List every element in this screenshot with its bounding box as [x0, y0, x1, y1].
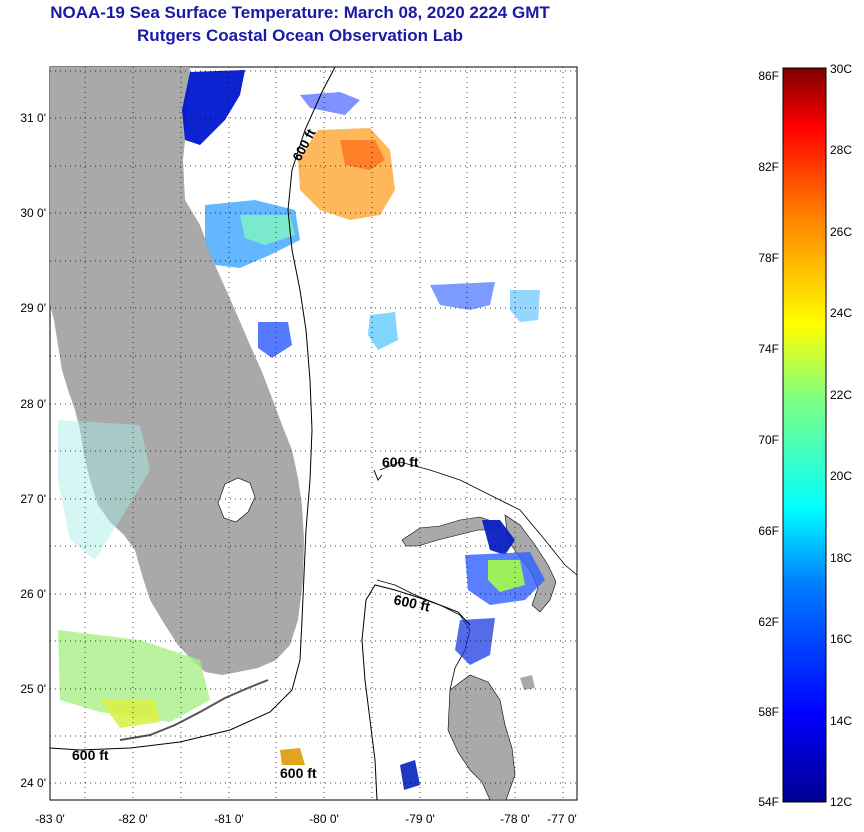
lat-label: 27 0' [20, 492, 46, 506]
contour-label: 600 ft [72, 747, 109, 763]
celsius-label: 12C [830, 795, 852, 809]
colorbar-fahrenheit-labels: 86F 82F 78F 74F 70F 66F 62F 58F 54F [758, 69, 779, 809]
berry-islands [520, 675, 535, 690]
celsius-label: 20C [830, 469, 852, 483]
lon-label: -82 0' [118, 812, 148, 826]
fahrenheit-label: 70F [758, 433, 779, 447]
lat-label: 31 0' [20, 111, 46, 125]
celsius-label: 30C [830, 62, 852, 76]
longitude-labels: -83 0' -82 0' -81 0' -80 0' -79 0' -78 0… [35, 812, 577, 826]
bahamas-bank-outline [379, 461, 577, 576]
lon-label: -83 0' [35, 812, 65, 826]
isobath-600ft-bahamas [361, 584, 471, 800]
isobath-600ft-florida [50, 67, 336, 751]
great-bahama-bank-outline [376, 579, 471, 691]
fahrenheit-label: 58F [758, 705, 779, 719]
isobath-600ft-grand-bahama [373, 469, 383, 481]
colorbar: 86F 82F 78F 74F 70F 66F 62F 58F 54F 30C … [758, 62, 852, 809]
colorbar-celsius-labels: 30C 28C 26C 24C 22C 20C 18C 16C 14C 12C [830, 62, 852, 809]
fahrenheit-label: 74F [758, 342, 779, 356]
lon-label: -78 0' [500, 812, 530, 826]
celsius-label: 22C [830, 388, 852, 402]
map-area: 600 ft 600 ft 600 ft 600 ft 600 ft 24 0'… [20, 66, 578, 826]
map-subtitle: Rutgers Coastal Ocean Observation Lab [137, 26, 463, 45]
contour-label: 600 ft [280, 765, 317, 781]
fahrenheit-label: 78F [758, 251, 779, 265]
lat-label: 29 0' [20, 301, 46, 315]
celsius-label: 16C [830, 632, 852, 646]
celsius-label: 26C [830, 225, 852, 239]
lat-label: 24 0' [20, 776, 46, 790]
celsius-label: 18C [830, 551, 852, 565]
lat-label: 26 0' [20, 587, 46, 601]
contour-label: 600 ft [382, 454, 419, 470]
fahrenheit-label: 86F [758, 69, 779, 83]
florida-land [50, 67, 304, 675]
lat-label: 30 0' [20, 206, 46, 220]
lat-label: 25 0' [20, 682, 46, 696]
florida-keys [119, 679, 269, 741]
lat-label: 28 0' [20, 397, 46, 411]
fahrenheit-label: 54F [758, 795, 779, 809]
lake-okeechobee [217, 477, 256, 523]
celsius-label: 14C [830, 714, 852, 728]
graticule [50, 67, 577, 800]
fahrenheit-label: 66F [758, 524, 779, 538]
celsius-label: 28C [830, 143, 852, 157]
fahrenheit-label: 82F [758, 160, 779, 174]
map-title: NOAA-19 Sea Surface Temperature: March 0… [50, 3, 550, 22]
lon-label: -79 0' [405, 812, 435, 826]
celsius-label: 24C [830, 306, 852, 320]
andros-land [447, 674, 516, 800]
colorbar-gradient [782, 67, 827, 803]
contour-label: 600 ft [392, 591, 431, 614]
sst-data-patches [58, 70, 545, 790]
latitude-labels: 24 0' 25 0' 26 0' 27 0' 28 0' 29 0' 30 0… [20, 111, 46, 790]
lon-label: -77 0' [547, 812, 577, 826]
fahrenheit-label: 62F [758, 615, 779, 629]
lon-label: -80 0' [309, 812, 339, 826]
lon-label: -81 0' [214, 812, 244, 826]
